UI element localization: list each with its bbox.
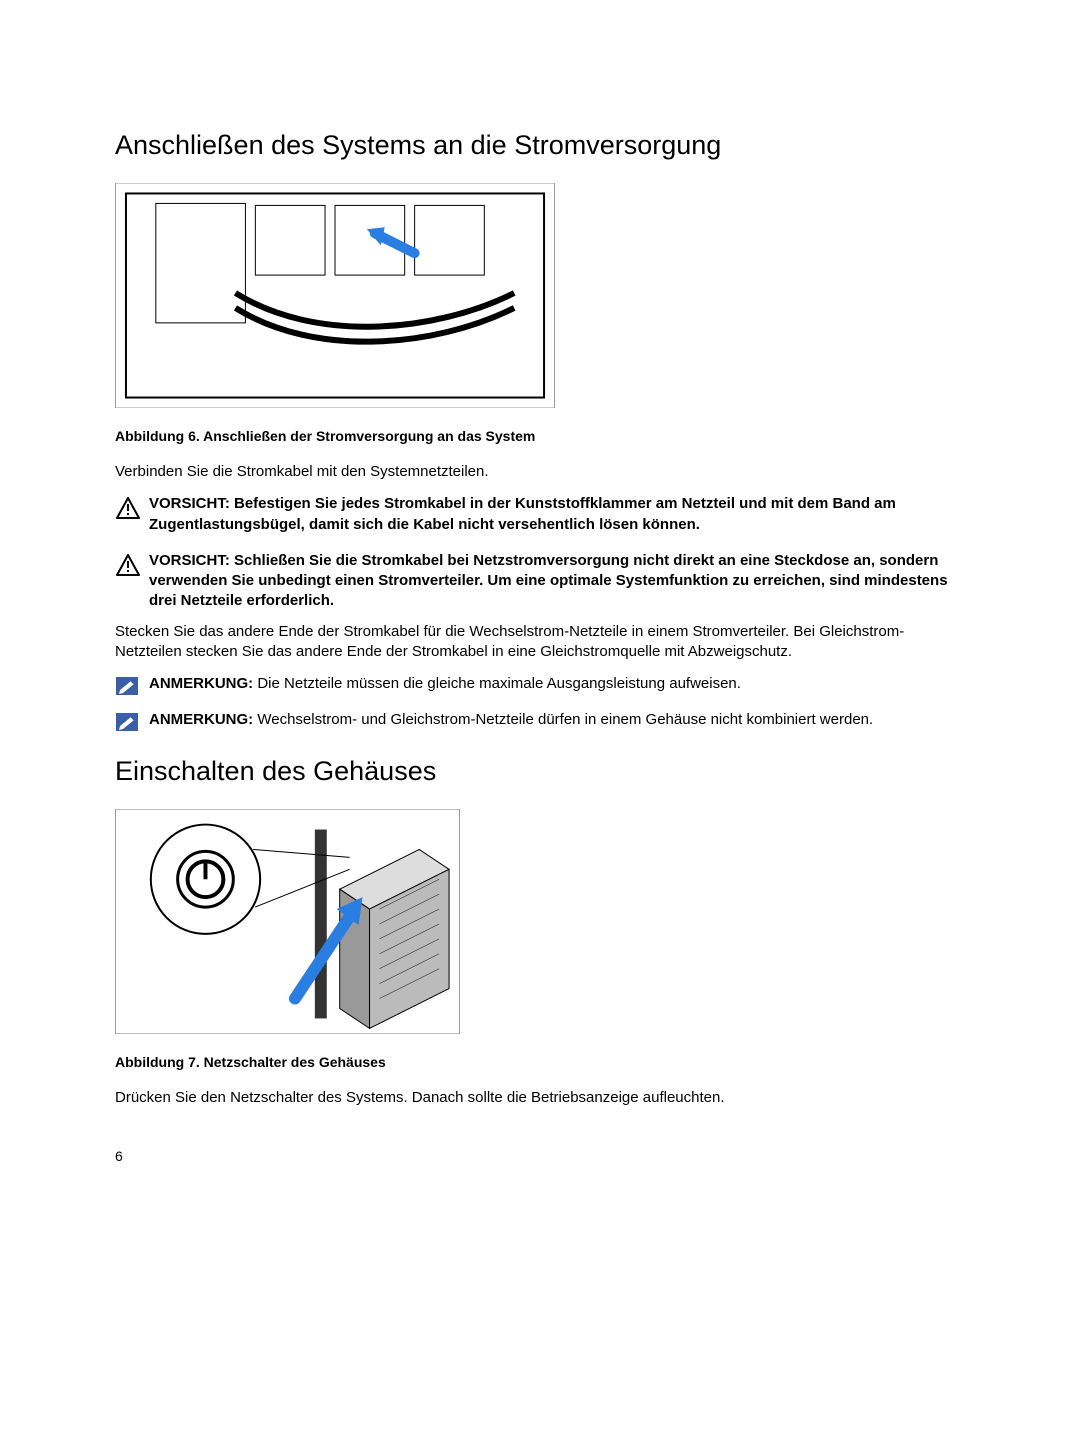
note-1-lead: ANMERKUNG: bbox=[149, 675, 253, 692]
caution-1-text: VORSICHT: Befestigen Sie jedes Stromkabe… bbox=[149, 494, 970, 535]
note-2: ANMERKUNG: Wechselstrom- und Gleichstrom… bbox=[115, 710, 970, 736]
caution-2-body: Schließen Sie die Stromkabel bei Netzstr… bbox=[149, 552, 948, 610]
caution-1-body: Befestigen Sie jedes Stromkabel in der K… bbox=[149, 495, 896, 532]
note-icon bbox=[115, 676, 143, 700]
page-number: 6 bbox=[115, 1148, 970, 1164]
figure-7-image bbox=[115, 809, 460, 1034]
figure-7-caption: Abbildung 7. Netzschalter des Gehäuses bbox=[115, 1054, 970, 1070]
figure-6-caption: Abbildung 6. Anschließen der Stromversor… bbox=[115, 428, 970, 444]
caution-1-lead: VORSICHT: bbox=[149, 495, 230, 512]
note-1-text: ANMERKUNG: Die Netzteile müssen die glei… bbox=[149, 674, 741, 694]
section1-p2: Stecken Sie das andere Ende der Stromkab… bbox=[115, 622, 970, 663]
document-page: Anschließen des Systems an die Stromvers… bbox=[0, 0, 1080, 1224]
figure-7: Abbildung 7. Netzschalter des Gehäuses bbox=[115, 809, 970, 1070]
caution-1: VORSICHT: Befestigen Sie jedes Stromkabe… bbox=[115, 494, 970, 535]
figure-6: Abbildung 6. Anschließen der Stromversor… bbox=[115, 183, 970, 444]
caution-icon bbox=[115, 553, 143, 577]
note-2-lead: ANMERKUNG: bbox=[149, 711, 253, 728]
note-2-body: Wechselstrom- und Gleichstrom-Netzteile … bbox=[253, 711, 873, 728]
section2-heading: Einschalten des Gehäuses bbox=[115, 756, 970, 787]
caution-2: VORSICHT: Schließen Sie die Stromkabel b… bbox=[115, 551, 970, 612]
figure-6-image bbox=[115, 183, 555, 408]
section1-p1: Verbinden Sie die Stromkabel mit den Sys… bbox=[115, 462, 970, 482]
note-1: ANMERKUNG: Die Netzteile müssen die glei… bbox=[115, 674, 970, 700]
section1-heading: Anschließen des Systems an die Stromvers… bbox=[115, 130, 970, 161]
note-2-text: ANMERKUNG: Wechselstrom- und Gleichstrom… bbox=[149, 710, 873, 730]
note-icon bbox=[115, 712, 143, 736]
note-1-body: Die Netzteile müssen die gleiche maximal… bbox=[253, 675, 741, 692]
section2-p1: Drücken Sie den Netzschalter des Systems… bbox=[115, 1088, 970, 1108]
caution-icon bbox=[115, 496, 143, 520]
caution-2-lead: VORSICHT: bbox=[149, 552, 230, 569]
caution-2-text: VORSICHT: Schließen Sie die Stromkabel b… bbox=[149, 551, 970, 612]
